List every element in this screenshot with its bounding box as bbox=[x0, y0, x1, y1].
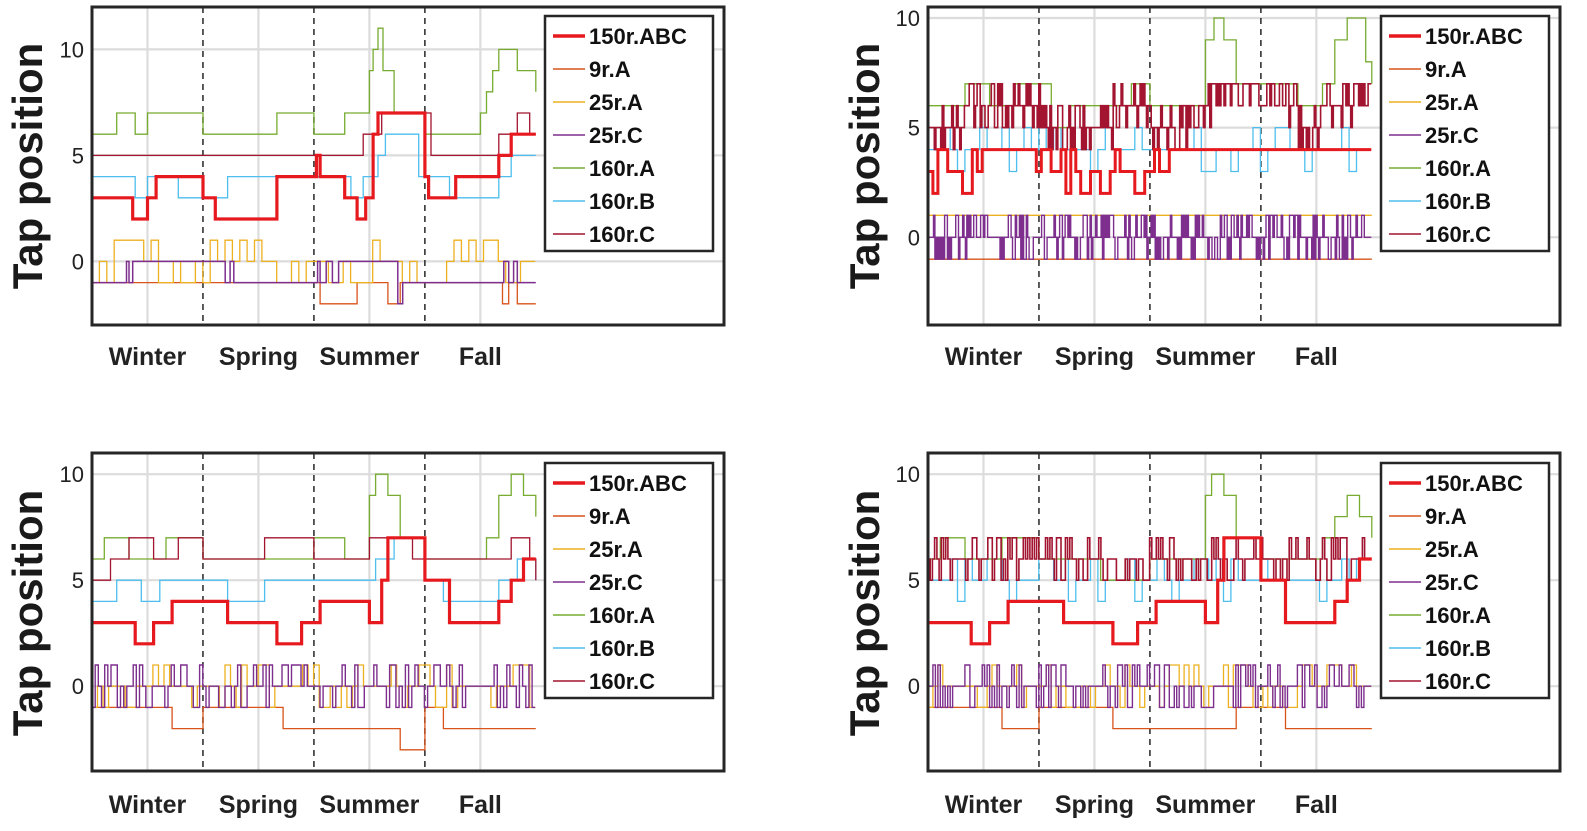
legend-entry: 9r.A bbox=[1425, 504, 1467, 529]
series-line-9r-A bbox=[92, 281, 536, 305]
legend: 150r.ABC 9r.A 25r.A 25r.C 160r.A 160r.B 160r.C bbox=[1379, 14, 1551, 253]
legend: 150r.ABC 9r.A 25r.A 25r.C 160r.A 160r.B 160r.C bbox=[543, 461, 715, 700]
season-label-spring: Spring bbox=[219, 343, 298, 371]
legend-entry: 150r.ABC bbox=[1425, 24, 1523, 49]
series-line-150r-ABC bbox=[928, 536, 1372, 646]
season-label-spring: Spring bbox=[219, 791, 298, 819]
series-line-160r-A bbox=[92, 27, 537, 135]
axes-box bbox=[926, 451, 1562, 773]
legend-entry: 160r.A bbox=[589, 603, 655, 628]
legend-entry: 150r.ABC bbox=[589, 24, 687, 49]
axes-box bbox=[90, 5, 726, 327]
series-line-160r-C bbox=[92, 112, 536, 157]
season-label-winter: Winter bbox=[109, 791, 187, 819]
legend-entry: 160r.B bbox=[1425, 189, 1491, 214]
series-group bbox=[92, 473, 537, 751]
y-tick-label: 10 bbox=[896, 462, 920, 487]
legend-box bbox=[543, 14, 715, 253]
season-label-winter: Winter bbox=[109, 343, 187, 371]
legend-entry: 25r.C bbox=[1425, 570, 1479, 595]
legend-entry: 9r.A bbox=[589, 57, 631, 82]
series-line-25r-C bbox=[92, 260, 536, 305]
y-tick-label: 5 bbox=[908, 568, 920, 593]
series-line-25r-C bbox=[928, 664, 1372, 709]
legend-entry: 160r.B bbox=[589, 636, 655, 661]
series-line-160r-C bbox=[928, 83, 1372, 151]
chart-panel-1: 0 5 10 Tap position Winter Spring Summer Fall 15… bbox=[4, 5, 726, 371]
y-tick-label: 5 bbox=[72, 143, 84, 168]
season-label-summer: Summer bbox=[319, 343, 419, 371]
y-axis-label: Tap position bbox=[4, 43, 51, 290]
y-tick-label: 0 bbox=[908, 225, 920, 250]
series-line-150r-ABC bbox=[928, 148, 1372, 195]
legend-entry: 25r.C bbox=[1425, 123, 1479, 148]
legend-box bbox=[1379, 461, 1551, 700]
legend-entry: 9r.A bbox=[589, 504, 631, 529]
axes-box bbox=[90, 451, 726, 773]
season-label-fall: Fall bbox=[1295, 343, 1338, 371]
y-tick-label: 0 bbox=[72, 674, 84, 699]
legend-box bbox=[1379, 14, 1551, 253]
legend-entry: 25r.A bbox=[1425, 537, 1479, 562]
chart-panel-3: 0 5 10 Tap position Winter Spring Summer Fall 15… bbox=[4, 451, 726, 819]
season-label-fall: Fall bbox=[1295, 791, 1338, 819]
legend-entry: 160r.C bbox=[1425, 222, 1491, 247]
legend-entry: 25r.A bbox=[1425, 90, 1479, 115]
series-group bbox=[928, 473, 1373, 730]
legend-entry: 160r.B bbox=[1425, 636, 1491, 661]
legend-entry: 150r.ABC bbox=[589, 471, 687, 496]
legend-entry: 160r.C bbox=[589, 222, 655, 247]
legend-entry: 160r.A bbox=[589, 156, 655, 181]
series-group bbox=[92, 27, 537, 305]
legend-entry: 150r.ABC bbox=[1425, 471, 1523, 496]
legend-entry: 25r.A bbox=[589, 537, 643, 562]
series-line-150r-ABC bbox=[92, 111, 536, 221]
legend-entry: 160r.A bbox=[1425, 603, 1491, 628]
season-label-spring: Spring bbox=[1055, 343, 1134, 371]
y-axis-label: Tap position bbox=[4, 490, 51, 737]
season-label-summer: Summer bbox=[319, 791, 419, 819]
season-label-winter: Winter bbox=[945, 343, 1023, 371]
legend-entry: 25r.C bbox=[589, 123, 643, 148]
y-tick-label: 5 bbox=[72, 568, 84, 593]
series-line-9r-A bbox=[928, 706, 1372, 730]
season-label-fall: Fall bbox=[459, 343, 502, 371]
series-line-160r-C bbox=[92, 537, 537, 581]
legend: 150r.ABC 9r.A 25r.A 25r.C 160r.A 160r.B 160r.C bbox=[1379, 461, 1551, 700]
season-label-fall: Fall bbox=[459, 791, 502, 819]
y-tick-label: 10 bbox=[896, 6, 920, 31]
series-line-160r-A bbox=[92, 473, 537, 560]
series-line-25r-C bbox=[92, 664, 536, 709]
chart-panel-2: 0 5 10 Tap position Winter Spring Summer Fall 15… bbox=[841, 5, 1562, 371]
legend: 150r.ABC 9r.A 25r.A 25r.C 160r.A 160r.B 160r.C bbox=[543, 14, 715, 253]
y-tick-label: 10 bbox=[60, 37, 84, 62]
legend-entry: 160r.C bbox=[589, 669, 655, 694]
chart-panel-4: 0 5 10 Tap position Winter Spring Summer Fall 15… bbox=[841, 451, 1562, 819]
y-tick-label: 0 bbox=[72, 249, 84, 274]
y-axis-label: Tap position bbox=[841, 43, 888, 290]
legend-entry: 160r.C bbox=[1425, 669, 1491, 694]
y-axis-label: Tap position bbox=[841, 490, 888, 737]
season-label-summer: Summer bbox=[1155, 791, 1255, 819]
legend-entry: 9r.A bbox=[1425, 57, 1467, 82]
legend-entry: 25r.C bbox=[589, 570, 643, 595]
y-tick-label: 5 bbox=[908, 116, 920, 141]
series-line-160r-C bbox=[928, 537, 1372, 581]
legend-entry: 160r.A bbox=[1425, 156, 1491, 181]
series-line-150r-ABC bbox=[92, 536, 536, 646]
series-group bbox=[928, 17, 1373, 260]
series-line-25r-C bbox=[928, 214, 1372, 260]
season-label-spring: Spring bbox=[1055, 791, 1134, 819]
series-line-9r-A bbox=[92, 706, 536, 751]
season-label-winter: Winter bbox=[945, 791, 1023, 819]
axes-box bbox=[926, 5, 1562, 327]
series-line-160r-A bbox=[928, 473, 1373, 581]
legend-box bbox=[543, 461, 715, 700]
legend-entry: 160r.B bbox=[589, 189, 655, 214]
y-tick-label: 0 bbox=[908, 674, 920, 699]
y-tick-label: 10 bbox=[60, 462, 84, 487]
legend-entry: 25r.A bbox=[589, 90, 643, 115]
season-label-summer: Summer bbox=[1155, 343, 1255, 371]
